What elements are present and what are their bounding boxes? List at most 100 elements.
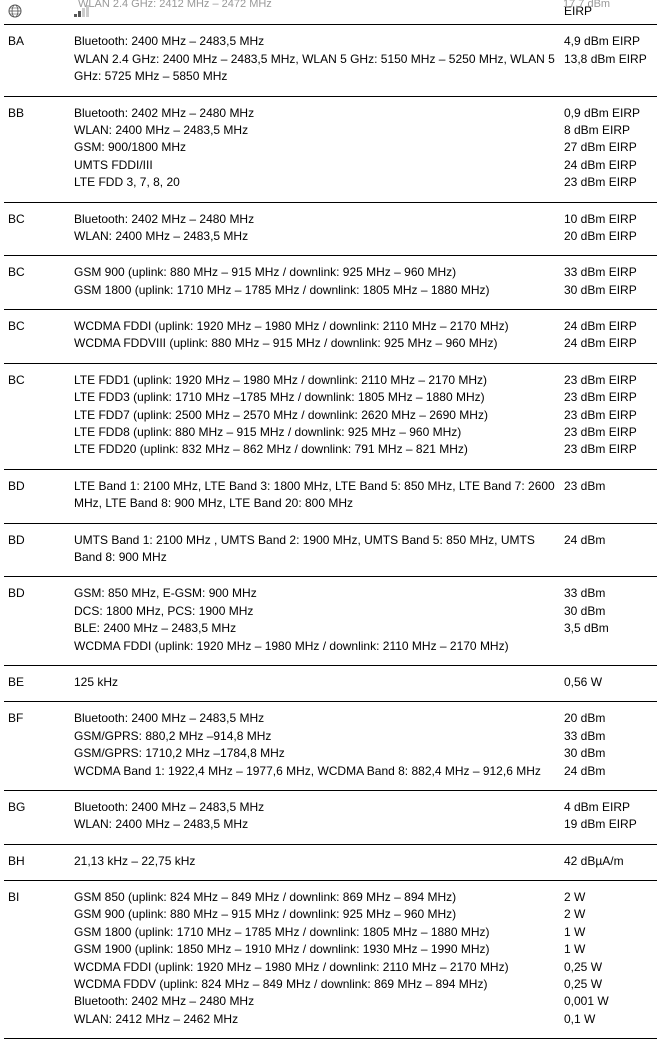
cutoff-top-spec: WLAN 2.4 GHz: 2412 MHz – 2472 MHz <box>78 0 272 10</box>
power-cell: 13,8 dBm EIRP <box>564 51 657 68</box>
spec-cell: WCDMA FDDVIII (uplink: 880 MHz – 915 MHz… <box>74 335 564 352</box>
power-cell: 1 W <box>564 941 657 958</box>
power-cell: 0,001 W <box>564 993 657 1010</box>
table-row: LTE FDD8 (uplink: 880 MHz – 915 MHz / do… <box>4 424 657 441</box>
power-cell: 23 dBm <box>564 478 657 495</box>
table-row: LTE FDD 3, 7, 8, 2023 dBm EIRP <box>4 174 657 191</box>
spec-cell: GSM 1900 (uplink: 1850 MHz – 1910 MHz / … <box>74 941 564 958</box>
table-row: BCWCDMA FDDI (uplink: 1920 MHz – 1980 MH… <box>4 318 657 335</box>
table-row: WLAN: 2400 MHz – 2483,5 MHz8 dBm EIRP <box>4 122 657 139</box>
spec-cell: GSM 900 (uplink: 880 MHz – 915 MHz / dow… <box>74 906 564 923</box>
table-row: WLAN: 2412 MHz – 2462 MHz0,1 W <box>4 1011 657 1028</box>
power-cell: 24 dBm EIRP <box>564 335 657 352</box>
spec-section: BDUMTS Band 1: 2100 MHz , UMTS Band 2: 1… <box>4 524 657 578</box>
spec-cell: Bluetooth: 2400 MHz – 2483,5 MHz <box>74 710 564 727</box>
spec-cell: UMTS Band 1: 2100 MHz , UMTS Band 2: 190… <box>74 532 564 567</box>
spec-section: BBBluetooth: 2402 MHz – 2480 MHz0,9 dBm … <box>4 97 657 203</box>
power-cell: 2 W <box>564 889 657 906</box>
table-row: BIGSM 850 (uplink: 824 MHz – 849 MHz / d… <box>4 889 657 906</box>
power-cell: 0,25 W <box>564 959 657 976</box>
table-row: LTE FDD20 (uplink: 832 MHz – 862 MHz / d… <box>4 441 657 458</box>
power-cell: 4 dBm EIRP <box>564 799 657 816</box>
table-row: BCLTE FDD1 (uplink: 1920 MHz – 1980 MHz … <box>4 372 657 389</box>
table-row: LTE FDD7 (uplink: 2500 MHz – 2570 MHz / … <box>4 407 657 424</box>
table-row: WCDMA Band 1: 1922,4 MHz – 1977,6 MHz, W… <box>4 763 657 780</box>
spec-cell: DCS: 1800 MHz, PCS: 1900 MHz <box>74 603 564 620</box>
table-row: GSM/GPRS: 880,2 MHz –914,8 MHz33 dBm <box>4 728 657 745</box>
spec-cell: GSM 1800 (uplink: 1710 MHz – 1785 MHz / … <box>74 282 564 299</box>
code-cell: BC <box>4 318 74 335</box>
table-row: BDLTE Band 1: 2100 MHz, LTE Band 3: 1800… <box>4 478 657 513</box>
power-cell: 20 dBm <box>564 710 657 727</box>
power-cell: 24 dBm <box>564 763 657 780</box>
table-row: BCGSM 900 (uplink: 880 MHz – 915 MHz / d… <box>4 264 657 281</box>
spec-cell: WLAN: 2400 MHz – 2483,5 MHz <box>74 122 564 139</box>
table-row: GSM 1800 (uplink: 1710 MHz – 1785 MHz / … <box>4 924 657 941</box>
power-cell: 42 dBµA/m <box>564 853 657 870</box>
power-cell: 20 dBm EIRP <box>564 228 657 245</box>
table-row: GSM 1900 (uplink: 1850 MHz – 1910 MHz / … <box>4 941 657 958</box>
table-row: BE125 kHz0,56 W <box>4 674 657 691</box>
code-cell: BG <box>4 799 74 816</box>
table-row: GSM 1800 (uplink: 1710 MHz – 1785 MHz / … <box>4 282 657 299</box>
code-cell: BI <box>4 889 74 906</box>
spec-cell: BLE: 2400 MHz – 2483,5 MHz <box>74 620 564 637</box>
spec-section: BABluetooth: 2400 MHz – 2483,5 MHz4,9 dB… <box>4 24 657 96</box>
globe-icon <box>4 4 74 18</box>
spec-section: BIGSM 850 (uplink: 824 MHz – 849 MHz / d… <box>4 881 657 1039</box>
spec-cell: LTE FDD3 (uplink: 1710 MHz –1785 MHz / d… <box>74 389 564 406</box>
power-cell: 30 dBm <box>564 603 657 620</box>
table-row: BDUMTS Band 1: 2100 MHz , UMTS Band 2: 1… <box>4 532 657 567</box>
table-row: BH21,13 kHz – 22,75 kHz42 dBµA/m <box>4 853 657 870</box>
table-row: GSM 900 (uplink: 880 MHz – 915 MHz / dow… <box>4 906 657 923</box>
code-cell: BB <box>4 105 74 122</box>
table-row: UMTS FDDI/III24 dBm EIRP <box>4 157 657 174</box>
spec-cell: GSM 1800 (uplink: 1710 MHz – 1785 MHz / … <box>74 924 564 941</box>
spec-cell: GSM/GPRS: 880,2 MHz –914,8 MHz <box>74 728 564 745</box>
power-cell: 23 dBm EIRP <box>564 441 657 458</box>
table-header: WLAN 2.4 GHz: 2412 MHz – 2472 MHz 17,7 d… <box>4 4 657 24</box>
spec-cell: Bluetooth: 2402 MHz – 2480 MHz <box>74 211 564 228</box>
power-cell: 4,9 dBm EIRP <box>564 33 657 50</box>
table-row: BGBluetooth: 2400 MHz – 2483,5 MHz4 dBm … <box>4 799 657 816</box>
power-cell: 24 dBm <box>564 532 657 549</box>
power-cell: 33 dBm EIRP <box>564 264 657 281</box>
cutoff-top-right: 17,7 dBm <box>563 0 653 10</box>
code-cell: BD <box>4 478 74 495</box>
table-row: GSM: 900/1800 MHz27 dBm EIRP <box>4 139 657 156</box>
spec-cell: GSM/GPRS: 1710,2 MHz –1784,8 MHz <box>74 745 564 762</box>
code-cell: BC <box>4 264 74 281</box>
spec-section: BCLTE FDD1 (uplink: 1920 MHz – 1980 MHz … <box>4 364 657 470</box>
spec-cell: 125 kHz <box>74 674 564 691</box>
spec-cell: WLAN: 2412 MHz – 2462 MHz <box>74 1011 564 1028</box>
spec-cell: GSM 850 (uplink: 824 MHz – 849 MHz / dow… <box>74 889 564 906</box>
spec-section: BDLTE Band 1: 2100 MHz, LTE Band 3: 1800… <box>4 470 657 524</box>
spec-cell: GSM 900 (uplink: 880 MHz – 915 MHz / dow… <box>74 264 564 281</box>
power-cell: 10 dBm EIRP <box>564 211 657 228</box>
spec-cell: Bluetooth: 2400 MHz – 2483,5 MHz <box>74 799 564 816</box>
spec-cell: GSM: 850 MHz, E-GSM: 900 MHz <box>74 585 564 602</box>
spec-cell: 21,13 kHz – 22,75 kHz <box>74 853 564 870</box>
power-cell: 0,56 W <box>564 674 657 691</box>
power-cell: 23 dBm EIRP <box>564 372 657 389</box>
spec-section: BFBluetooth: 2400 MHz – 2483,5 MHz20 dBm… <box>4 702 657 791</box>
spec-cell: WLAN: 2400 MHz – 2483,5 MHz <box>74 228 564 245</box>
spec-cell: Bluetooth: 2402 MHz – 2480 MHz <box>74 105 564 122</box>
spec-section: BCGSM 900 (uplink: 880 MHz – 915 MHz / d… <box>4 256 657 310</box>
spec-section: BE125 kHz0,56 W <box>4 666 657 702</box>
power-cell: 24 dBm EIRP <box>564 318 657 335</box>
table-row: DCS: 1800 MHz, PCS: 1900 MHz30 dBm <box>4 603 657 620</box>
table-row: BBBluetooth: 2402 MHz – 2480 MHz0,9 dBm … <box>4 105 657 122</box>
power-cell: 23 dBm EIRP <box>564 407 657 424</box>
code-cell: BD <box>4 532 74 549</box>
spec-cell: WCDMA FDDV (uplink: 824 MHz – 849 MHz / … <box>74 976 564 993</box>
code-cell: BD <box>4 585 74 602</box>
code-cell: BE <box>4 674 74 691</box>
spec-cell: WLAN 2.4 GHz: 2400 MHz – 2483,5 MHz, WLA… <box>74 51 564 86</box>
table-row: BABluetooth: 2400 MHz – 2483,5 MHz4,9 dB… <box>4 33 657 50</box>
table-row: WLAN: 2400 MHz – 2483,5 MHz19 dBm EIRP <box>4 816 657 833</box>
table-row: BDGSM: 850 MHz, E-GSM: 900 MHz33 dBm <box>4 585 657 602</box>
spec-cell: GSM: 900/1800 MHz <box>74 139 564 156</box>
table-row: WCDMA FDDVIII (uplink: 880 MHz – 915 MHz… <box>4 335 657 352</box>
table-row: WCDMA FDDI (uplink: 1920 MHz – 1980 MHz … <box>4 959 657 976</box>
